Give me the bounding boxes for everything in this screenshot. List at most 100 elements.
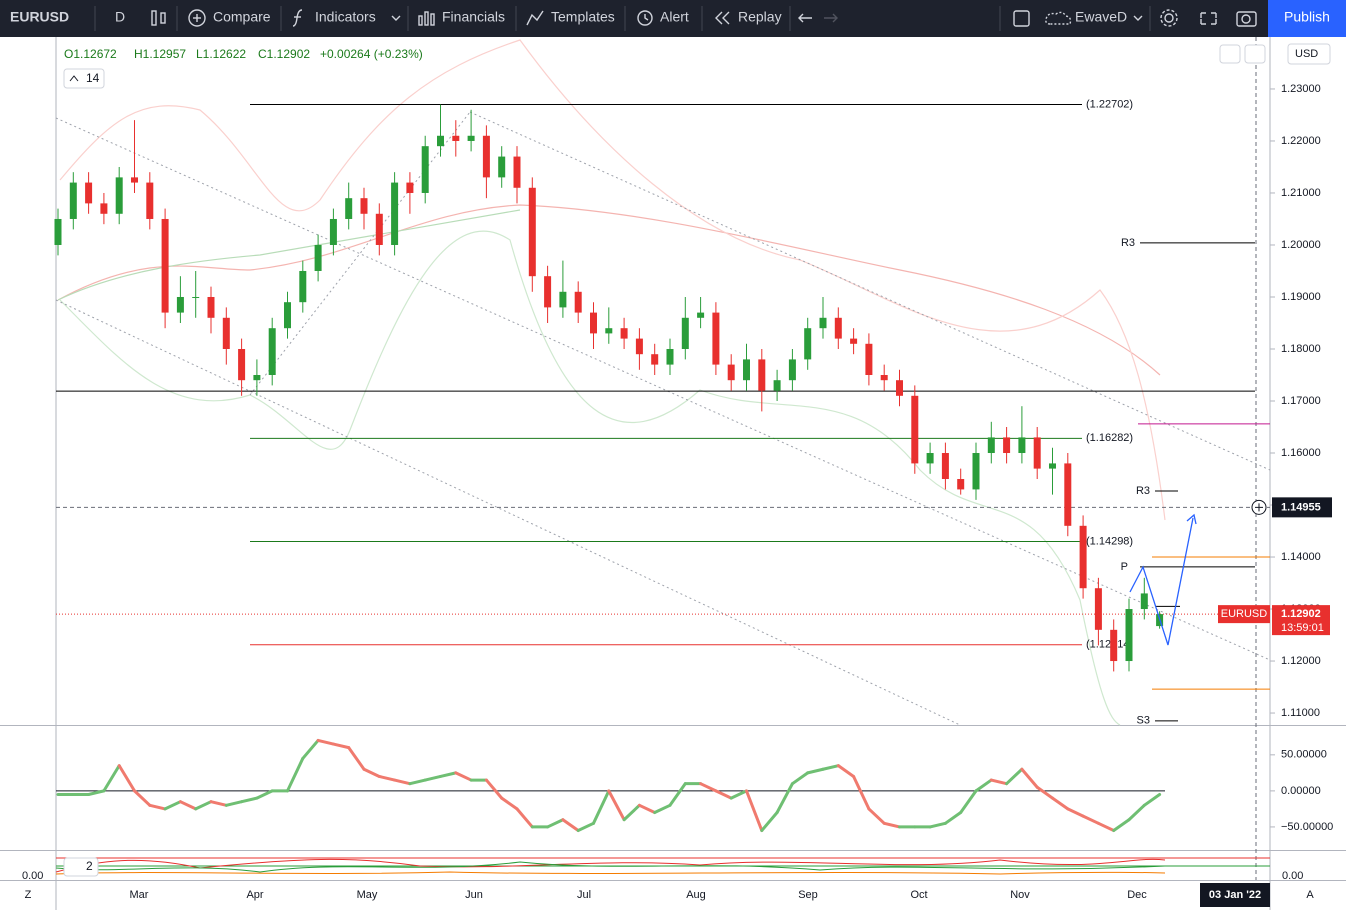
symbol-label: EURUSD bbox=[1221, 608, 1268, 620]
scroll-button[interactable] bbox=[1219, 44, 1241, 64]
toolbar-item[interactable]: Indicators bbox=[315, 9, 376, 25]
publish-button[interactable] bbox=[1268, 0, 1346, 37]
y-tick-label: 1.14000 bbox=[1281, 551, 1321, 563]
level-label: R3 bbox=[1136, 485, 1150, 497]
osc-segment bbox=[882, 821, 901, 829]
level-label: (1.12314) bbox=[1086, 639, 1133, 651]
y-tick-label: 1.16000 bbox=[1281, 447, 1321, 459]
wave-drawing bbox=[1129, 517, 1194, 646]
osc-segment bbox=[1020, 767, 1039, 789]
last-price: 1.12902 bbox=[1281, 608, 1321, 620]
osc-segment bbox=[653, 803, 672, 815]
osc-segment bbox=[760, 811, 779, 833]
level-label: (1.22702) bbox=[1086, 98, 1133, 110]
candle-body bbox=[666, 348, 674, 365]
osc-segment bbox=[1066, 807, 1085, 818]
osc-segment bbox=[484, 778, 504, 800]
toolbar-item[interactable]: Alert bbox=[660, 9, 689, 25]
candle-body bbox=[360, 198, 368, 214]
candle-body bbox=[574, 291, 582, 313]
candle-body bbox=[544, 276, 552, 308]
crosshair-price-box bbox=[1272, 497, 1332, 518]
toolbar-item[interactable]: Compare bbox=[213, 9, 271, 25]
channel-lines bbox=[55, 111, 1271, 726]
pane3-lines bbox=[55, 857, 1270, 875]
candle-body bbox=[161, 218, 169, 313]
pane3-right-label: 0.00 bbox=[1282, 870, 1303, 882]
candle-body bbox=[896, 380, 903, 396]
corner-left[interactable]: Z bbox=[25, 889, 32, 901]
candle-body bbox=[880, 374, 888, 381]
legend-low: L1.12622 bbox=[196, 47, 246, 61]
osc-segment bbox=[607, 789, 626, 822]
candle-layer: (1.22702) (1.16282) (1.14298) (1.12314) R3 R3… bbox=[54, 98, 1270, 727]
candle-body bbox=[54, 218, 62, 245]
candle-body bbox=[681, 317, 689, 349]
toolbar bbox=[0, 0, 1346, 37]
osc-tick-label: 0.00000 bbox=[1281, 785, 1321, 797]
osc-segment bbox=[1127, 803, 1146, 822]
osc-segment bbox=[576, 821, 595, 833]
osc-segment bbox=[454, 771, 473, 782]
osc-segment bbox=[928, 821, 947, 829]
x-tick-label: Aug bbox=[686, 889, 706, 901]
candle-body bbox=[146, 182, 154, 219]
pane3-input[interactable] bbox=[63, 857, 99, 877]
candle-body bbox=[1110, 629, 1118, 662]
osc-segment bbox=[439, 771, 458, 778]
osc-segment bbox=[331, 742, 351, 750]
x-tick-label: Oct bbox=[910, 889, 927, 901]
reset-button[interactable] bbox=[1244, 44, 1266, 64]
y-tick-label: 1.17000 bbox=[1281, 395, 1321, 407]
y-tick-label: 1.22000 bbox=[1281, 135, 1321, 147]
layout-name[interactable]: EwaveD bbox=[1075, 9, 1127, 25]
y-tick-label: 1.21000 bbox=[1281, 187, 1321, 199]
osc-segment bbox=[102, 764, 121, 793]
osc-segment bbox=[1096, 821, 1116, 833]
corner-right[interactable]: A bbox=[1306, 889, 1314, 901]
osc-segment bbox=[255, 789, 274, 800]
currency: USD bbox=[1295, 48, 1318, 60]
candle-body bbox=[528, 187, 536, 277]
osc-segment bbox=[1112, 818, 1131, 833]
candle-body bbox=[590, 312, 597, 334]
osc-segment bbox=[286, 756, 305, 793]
osc-segment bbox=[699, 782, 718, 793]
candle-body bbox=[299, 270, 307, 303]
toolbar-item[interactable]: Financials bbox=[442, 9, 505, 25]
candle-body bbox=[176, 296, 184, 313]
crosshair-date: 03 Jan '22 bbox=[1209, 889, 1261, 901]
y-tick-label: 1.23000 bbox=[1281, 83, 1321, 95]
osc-segment bbox=[1005, 767, 1024, 786]
osc-segment bbox=[806, 767, 825, 775]
wave-arrowhead bbox=[1186, 513, 1197, 525]
currency-button[interactable] bbox=[1287, 43, 1331, 65]
symbol[interactable]: EURUSD bbox=[10, 9, 69, 25]
candle-body bbox=[957, 479, 965, 490]
candle-body bbox=[1079, 525, 1087, 589]
y-tick-label: 1.20000 bbox=[1281, 239, 1321, 251]
candle-body bbox=[712, 312, 720, 365]
osc-segment bbox=[316, 738, 335, 746]
osc-segment bbox=[209, 800, 228, 807]
osc-segment bbox=[821, 764, 840, 771]
candle-body bbox=[207, 296, 215, 318]
osc-segment bbox=[592, 789, 611, 825]
toolbar-item[interactable]: Templates bbox=[551, 9, 615, 25]
osc-segment bbox=[852, 774, 871, 811]
level-label: P bbox=[1121, 561, 1128, 573]
indicator-curves bbox=[57, 39, 1166, 726]
publish-label[interactable]: Publish bbox=[1284, 9, 1330, 25]
interval[interactable]: D bbox=[115, 9, 125, 25]
candle-body bbox=[1003, 437, 1011, 454]
osc-tick-label: 50.00000 bbox=[1281, 749, 1327, 761]
candle-body bbox=[513, 156, 521, 188]
candle-body bbox=[559, 291, 567, 308]
toolbar-item[interactable]: Replay bbox=[738, 9, 782, 25]
indicator-input[interactable] bbox=[63, 68, 105, 89]
candle-body bbox=[421, 146, 429, 193]
candle-body bbox=[100, 203, 108, 214]
osc-segment bbox=[133, 789, 152, 807]
